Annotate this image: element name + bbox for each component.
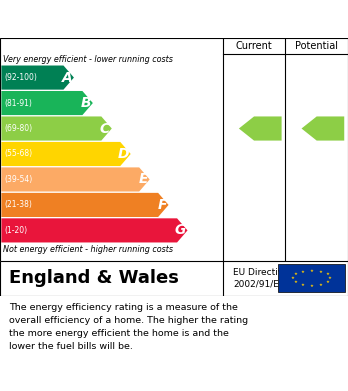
Text: ★: ★ [291,276,295,280]
Text: Potential: Potential [295,41,338,51]
Text: F: F [157,198,167,212]
Text: ★: ★ [309,284,314,288]
Text: D: D [118,147,129,161]
Text: Very energy efficient - lower running costs: Very energy efficient - lower running co… [3,55,173,64]
Polygon shape [301,117,344,141]
Text: E: E [139,172,148,187]
Text: ★: ★ [319,283,323,287]
Text: ★: ★ [328,276,332,280]
Text: ★: ★ [309,269,314,273]
Bar [278,264,345,292]
Text: (92-100): (92-100) [4,73,37,82]
Text: ★: ★ [293,273,297,276]
Text: 75: 75 [314,122,333,136]
Text: G: G [174,223,186,237]
Text: ★: ★ [300,269,304,274]
Polygon shape [1,218,188,242]
Text: (39-54): (39-54) [4,175,32,184]
Text: A: A [62,70,72,84]
Text: (1-20): (1-20) [4,226,27,235]
Text: ★: ★ [326,280,330,284]
Text: B: B [80,96,91,110]
Polygon shape [1,193,168,217]
Text: ★: ★ [326,273,330,276]
Polygon shape [1,167,150,192]
Text: ★: ★ [319,269,323,274]
Polygon shape [1,91,93,115]
Text: C: C [100,122,110,136]
Polygon shape [1,142,131,166]
Text: ★: ★ [293,280,297,284]
Text: Current: Current [236,41,272,51]
Polygon shape [239,117,282,141]
Text: (69-80): (69-80) [4,124,32,133]
Text: 75: 75 [251,122,271,136]
Text: 2002/91/EC: 2002/91/EC [233,280,285,289]
Text: (81-91): (81-91) [4,99,32,108]
Text: (21-38): (21-38) [4,201,32,210]
Text: The energy efficiency rating is a measure of the
overall efficiency of a home. T: The energy efficiency rating is a measur… [9,303,248,351]
Text: England & Wales: England & Wales [9,269,179,287]
Polygon shape [1,117,112,141]
Text: ★: ★ [300,283,304,287]
Text: EU Directive: EU Directive [233,268,289,277]
Text: Energy Efficiency Rating: Energy Efficiency Rating [9,10,238,28]
Text: Not energy efficient - higher running costs: Not energy efficient - higher running co… [3,245,173,254]
Polygon shape [1,66,74,90]
Text: (55-68): (55-68) [4,149,32,158]
